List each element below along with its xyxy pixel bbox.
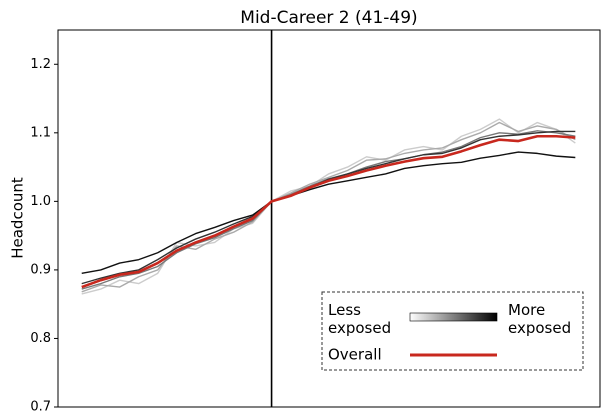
series-line [81, 130, 576, 285]
legend-box [321, 291, 584, 371]
y-tick-label: 1.2 [30, 57, 51, 72]
y-tick-label: 1.1 [30, 125, 51, 140]
y-axis-label: Headcount [9, 177, 27, 259]
y-tick-label: 1.0 [30, 194, 51, 209]
series-line [81, 151, 576, 275]
y-tick-label: 0.8 [30, 331, 51, 346]
series-line [81, 118, 576, 295]
y-tick-label: 0.7 [30, 400, 51, 414]
legend-label: More exposed [508, 301, 571, 337]
chart-title: Mid-Career 2 (41-49) [240, 8, 417, 28]
plot-frame [57, 29, 601, 408]
legend-gradient [409, 312, 498, 322]
legend-label: Overall [328, 346, 382, 364]
series-line [81, 134, 576, 289]
y-tick-label: 0.9 [30, 262, 51, 277]
legend-label: Less exposed [328, 301, 391, 337]
